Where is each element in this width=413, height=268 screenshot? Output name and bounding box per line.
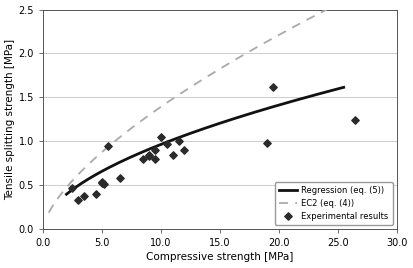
Experimental results: [99, 180, 105, 184]
Experimental results: [152, 157, 158, 161]
Experimental results: [164, 142, 170, 146]
Experimental results: [104, 144, 111, 148]
Regression (eq. (5)): [64, 193, 69, 196]
Experimental results: [175, 139, 182, 144]
Experimental results: [169, 152, 176, 157]
Experimental results: [152, 148, 158, 152]
Experimental results: [270, 85, 276, 89]
Experimental results: [140, 157, 147, 161]
Regression (eq. (5)): [229, 118, 234, 121]
Experimental results: [75, 198, 81, 202]
Legend: Regression (eq. (5)), EC2 (eq. (4)), Experimental results: Regression (eq. (5)), EC2 (eq. (4)), Exp…: [275, 182, 393, 225]
Regression (eq. (5)): [315, 93, 320, 96]
X-axis label: Compressive strength [MPa]: Compressive strength [MPa]: [146, 252, 294, 262]
Experimental results: [69, 186, 76, 190]
Experimental results: [116, 176, 123, 180]
Line: Regression (eq. (5)): Regression (eq. (5)): [66, 87, 344, 194]
Experimental results: [101, 181, 107, 186]
Experimental results: [81, 194, 88, 198]
Regression (eq. (5)): [234, 116, 239, 120]
EC2 (eq. (4)): [47, 209, 52, 212]
Regression (eq. (5)): [228, 118, 233, 121]
EC2 (eq. (4)): [259, 43, 264, 46]
Regression (eq. (5)): [298, 98, 303, 101]
EC2 (eq. (4)): [252, 47, 257, 50]
Regression (eq. (5)): [341, 86, 346, 89]
Experimental results: [263, 141, 270, 145]
Experimental results: [146, 152, 152, 157]
Experimental results: [181, 148, 188, 152]
Experimental results: [99, 181, 105, 185]
EC2 (eq. (4)): [254, 46, 259, 49]
Experimental results: [93, 192, 99, 196]
Experimental results: [157, 135, 164, 139]
Experimental results: [146, 154, 152, 158]
EC2 (eq. (4)): [46, 211, 51, 214]
Experimental results: [352, 118, 359, 122]
Regression (eq. (5)): [65, 192, 70, 195]
EC2 (eq. (4)): [339, 0, 344, 3]
Y-axis label: Tensile splitting strength [MPa]: Tensile splitting strength [MPa]: [5, 39, 16, 200]
Line: EC2 (eq. (4)): EC2 (eq. (4)): [49, 0, 397, 213]
